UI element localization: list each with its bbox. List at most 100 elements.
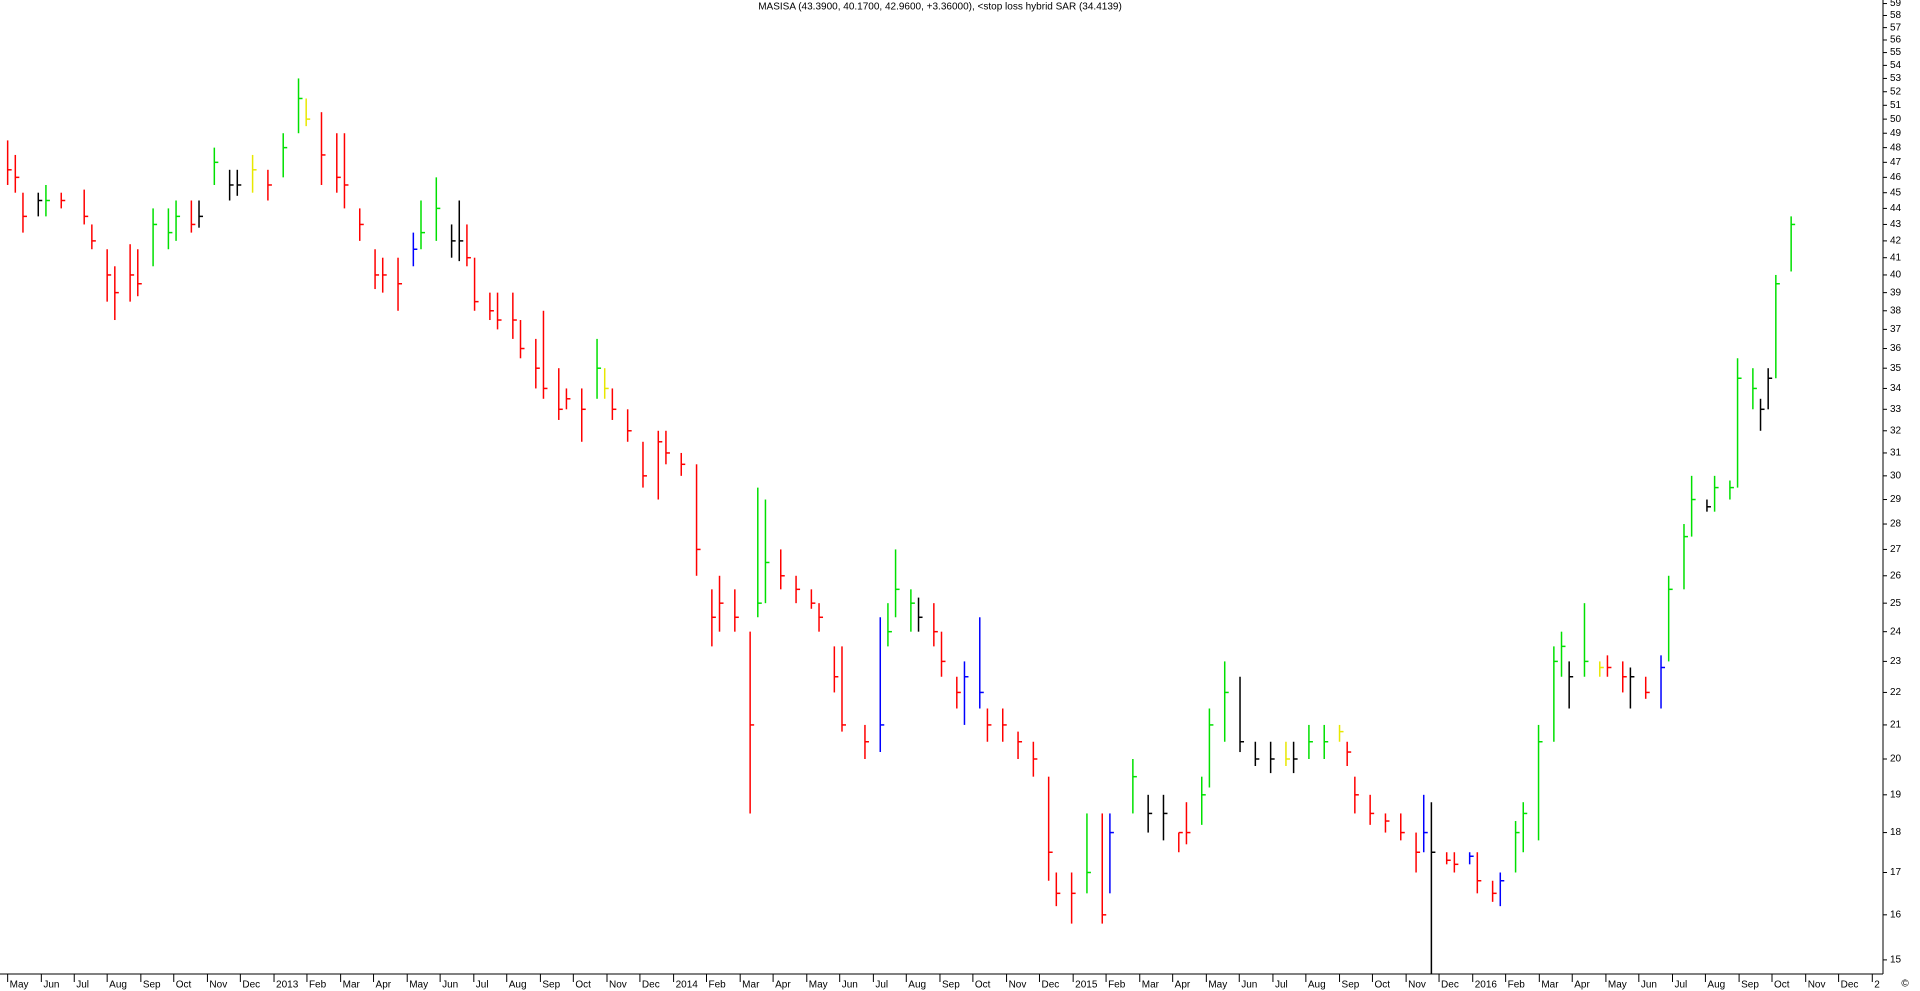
y-tick-label: 35 [1890, 363, 1902, 374]
x-tick-label: 2016 [1475, 980, 1498, 991]
x-tick-label: Aug [908, 980, 926, 991]
x-tick-label: May [409, 980, 428, 991]
x-tick-label: May [10, 980, 29, 991]
y-tick-label: 46 [1890, 172, 1902, 183]
x-tick-label: Oct [1374, 980, 1390, 991]
x-tick-label: Mar [1142, 980, 1160, 991]
y-tick-label: 55 [1890, 47, 1902, 58]
x-tick-label: Apr [376, 980, 392, 991]
x-tick-label: Feb [1108, 980, 1126, 991]
x-tick-label: Feb [309, 980, 327, 991]
x-tick-label: Oct [575, 980, 591, 991]
y-tick-label: 34 [1890, 383, 1902, 394]
y-tick-label: 18 [1890, 827, 1902, 838]
x-tick-label: 2014 [676, 980, 699, 991]
x-tick-label: Jun [1241, 980, 1257, 991]
y-tick-label: 54 [1890, 60, 1902, 71]
x-tick-label: Nov [1009, 980, 1027, 991]
y-tick-label: 17 [1890, 867, 1902, 878]
x-tick-label: Sep [1741, 980, 1759, 991]
x-tick-label: Mar [742, 980, 760, 991]
x-tick-label: Apr [1175, 980, 1191, 991]
x-tick-label: Nov [609, 980, 627, 991]
x-tick-label: Nov [1408, 980, 1426, 991]
y-tick-label: 25 [1890, 598, 1902, 609]
chart-title: MASISA (43.3900, 40.1700, 42.9600, +3.36… [758, 2, 1122, 13]
x-tick-label: Sep [942, 980, 960, 991]
y-tick-label: 42 [1890, 236, 1902, 247]
y-tick-label: 20 [1890, 754, 1902, 765]
y-tick-label: 21 [1890, 720, 1902, 731]
x-tick-label: Jul [1275, 980, 1288, 991]
y-tick-label: 43 [1890, 219, 1902, 230]
y-tick-label: 23 [1890, 656, 1902, 667]
x-tick-label: Jun [43, 980, 59, 991]
y-tick-label: 33 [1890, 404, 1902, 415]
y-tick-label: 24 [1890, 626, 1902, 637]
x-tick-label: Oct [975, 980, 991, 991]
x-tick-label: Jun [1641, 980, 1657, 991]
y-tick-label: 27 [1890, 544, 1902, 555]
y-tick-label: 36 [1890, 343, 1902, 354]
x-tick-label: Jul [476, 980, 489, 991]
y-tick-label: 16 [1890, 909, 1902, 920]
x-tick-label: Aug [109, 980, 127, 991]
y-tick-label: 56 [1890, 35, 1902, 46]
x-tick-label: Jun [842, 980, 858, 991]
x-tick-label: Mar [1541, 980, 1559, 991]
x-tick-label: Feb [709, 980, 727, 991]
y-tick-label: 49 [1890, 128, 1902, 139]
x-tick-label: Mar [343, 980, 361, 991]
x-tick-label: Aug [509, 980, 527, 991]
x-tick-label: 2015 [1075, 980, 1098, 991]
x-tick-label: Sep [542, 980, 560, 991]
y-tick-label: 19 [1890, 789, 1902, 800]
copyright: © [1901, 979, 1909, 990]
x-tick-label: Dec [1441, 980, 1459, 991]
y-tick-label: 29 [1890, 494, 1902, 505]
x-tick-label: Aug [1308, 980, 1326, 991]
y-tick-label: 45 [1890, 187, 1902, 198]
x-tick-label: Dec [242, 980, 260, 991]
y-tick-label: 53 [1890, 73, 1902, 84]
y-tick-label: 26 [1890, 570, 1902, 581]
x-tick-label: Jul [875, 980, 888, 991]
y-tick-label: 58 [1890, 10, 1902, 21]
x-tick-label: Dec [1841, 980, 1859, 991]
x-tick-label: Dec [1041, 980, 1059, 991]
x-tick-label: Nov [1808, 980, 1826, 991]
y-tick-label: 39 [1890, 287, 1902, 298]
x-tick-label: Oct [176, 980, 192, 991]
y-tick-label: 48 [1890, 142, 1902, 153]
y-tick-label: 38 [1890, 305, 1902, 316]
x-tick-label: Dec [642, 980, 660, 991]
y-tick-label: 51 [1890, 100, 1902, 111]
x-tick-label: 2013 [276, 980, 299, 991]
y-tick-label: 47 [1890, 157, 1902, 168]
y-tick-label: 40 [1890, 270, 1902, 281]
y-tick-label: 41 [1890, 252, 1902, 263]
x-tick-label: Jul [1675, 980, 1688, 991]
y-tick-label: 30 [1890, 470, 1902, 481]
y-tick-label: 57 [1890, 22, 1902, 33]
x-tick-label: May [1208, 980, 1227, 991]
x-tick-label: Apr [775, 980, 791, 991]
x-tick-label: Feb [1508, 980, 1526, 991]
y-tick-label: 52 [1890, 86, 1902, 97]
x-tick-label: Sep [1342, 980, 1360, 991]
y-tick-label: 32 [1890, 425, 1902, 436]
y-tick-label: 59 [1890, 0, 1902, 9]
x-tick-label: Aug [1707, 980, 1725, 991]
y-tick-label: 44 [1890, 203, 1902, 214]
x-tick-label: Apr [1574, 980, 1590, 991]
y-tick-label: 37 [1890, 324, 1902, 335]
y-tick-label: 28 [1890, 519, 1902, 530]
y-tick-label: 31 [1890, 448, 1902, 459]
x-tick-label: 2 [1874, 980, 1880, 991]
x-tick-label: Sep [143, 980, 161, 991]
y-tick-label: 15 [1890, 955, 1902, 966]
x-tick-label: May [1608, 980, 1627, 991]
x-tick-label: Jul [76, 980, 89, 991]
